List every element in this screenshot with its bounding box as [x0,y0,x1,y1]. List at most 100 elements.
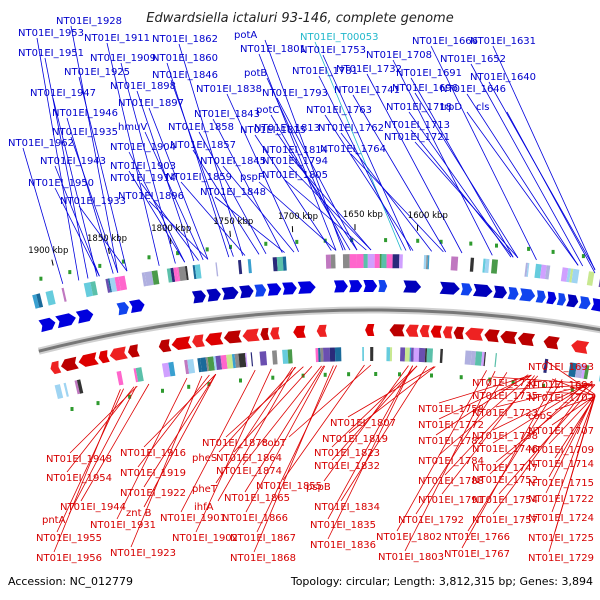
gene-label-bottom[interactable]: NT01EI_1738 [472,431,538,442]
gene-label-bottom[interactable]: NT01EI_1902 [172,533,238,544]
gene-label-top[interactable]: NT01EI_1914 [110,173,176,184]
gene-label-bottom[interactable]: NT01EI_1834 [314,502,380,513]
gene-label-top[interactable]: NT01EI_1764 [320,144,386,155]
gene-label-bottom[interactable]: NT01EI_1819 [322,434,388,445]
gene-label-bottom[interactable]: NT01EI_1747 [472,463,538,474]
gene-label-top[interactable]: NT01EI_1928 [56,16,122,27]
gene-label-top[interactable]: NT01EI_1696 [392,83,458,94]
gene-label-top[interactable]: NT01EI_1646 [440,84,506,95]
gene-label-bottom[interactable]: NT01EI_1865 [224,493,290,504]
gene-label-bottom[interactable]: cobS [528,411,552,422]
gene-label-bottom[interactable]: NT01EI_1802 [376,532,442,543]
gene-label-top[interactable]: NT01EI_1640 [470,72,536,83]
gene-label-top[interactable]: NT01EI_1909 [90,53,156,64]
gene-label-bottom[interactable]: NT01EI_1864 [216,453,282,464]
gene-label-top[interactable]: NT01EI_1943 [40,156,106,167]
gene-label-top[interactable]: NT01EI_1631 [470,36,536,47]
gene-label-top[interactable]: NT01EI_1947 [30,88,96,99]
gene-label-bottom[interactable]: NT01EI_1758 [418,404,484,415]
gene-label-bottom[interactable]: NT01EI_1832 [314,461,380,472]
gene-label-top[interactable]: NT01EI_1846 [152,70,218,81]
gene-label-bottom[interactable]: NT01EI_1723 [472,408,538,419]
gene-label-bottom[interactable]: pspB [306,482,331,493]
gene-label-bottom[interactable]: pheT [192,484,218,495]
gene-label-top[interactable]: NT01EI_1935 [52,127,118,138]
gene-label-bottom[interactable]: NT01EI_1855 [256,481,322,492]
gene-label-top[interactable]: NT01EI_1843 [194,109,260,120]
gene-label-top[interactable]: NT01EI_1951 [18,48,84,59]
gene-label-top[interactable]: NT01EI_1858 [168,122,234,133]
gene-label-bottom[interactable]: NT01EI_1731 [472,378,538,389]
gene-label-bottom[interactable]: NT01EI_1694 [528,380,594,391]
gene-label-top[interactable]: NT01EI_1962 [8,138,74,149]
gene-label-bottom[interactable]: NT01EI_1823 [314,448,380,459]
gene-label-top[interactable]: NT01EI_1813 [254,123,320,134]
gene-label-top[interactable]: NT01EI_1762 [318,123,384,134]
gene-label-bottom[interactable]: NT01EI_1709 [528,445,594,456]
gene-label-top[interactable]: NT01EI_1896 [118,191,184,202]
gene-label-bottom[interactable]: znt B [126,508,152,519]
gene-label-bottom[interactable]: NT01EI_1735 [472,391,538,402]
gene-label-bottom[interactable]: NT01EI_1922 [120,488,186,499]
gene-label-top[interactable]: NT01EI_1903 [110,161,176,172]
gene-label-top[interactable]: NT01EI_1713 [384,120,450,131]
gene-label-top[interactable]: NT01EI_1666 [412,36,478,47]
gene-label-top[interactable]: NT01EI_1946 [52,108,118,119]
gene-label-bottom[interactable]: NT01EI_1944 [60,502,126,513]
gene-label-bottom[interactable]: NT01EI_1948 [46,454,112,465]
gene-label-top[interactable]: NT01EI_1753 [300,45,366,56]
gene-label-top[interactable]: NT01EI_1732 [336,64,402,75]
gene-label-top[interactable]: NT01EI_1911 [84,33,150,44]
gene-label-top[interactable]: NT01EI_T00053 [300,32,379,43]
gene-label-top[interactable]: NT01EI_1815 [240,125,306,136]
gene-label-bottom[interactable]: NT01EI_1772 [418,420,484,431]
gene-label-top[interactable]: cls [476,102,490,113]
gene-label-top[interactable]: NT01EI_1805 [262,170,328,181]
gene-label-top[interactable]: NT01EI_1763 [306,105,372,116]
gene-label-bottom[interactable]: NT01EI_1923 [110,548,176,559]
gene-label-bottom[interactable]: NT01EI_1807 [330,418,396,429]
gene-label-top[interactable]: hmuV [118,122,147,133]
gene-label-top[interactable]: NT01EI_1708 [366,50,432,61]
gene-label-bottom[interactable]: NT01EI_1715 [528,478,594,489]
gene-label-bottom[interactable]: NT01EI_1757 [472,515,538,526]
gene-label-top[interactable]: NT01EI_1793 [262,88,328,99]
gene-label-top[interactable]: pspF [240,172,264,183]
gene-label-bottom[interactable]: pheS [192,453,217,464]
gene-label-bottom[interactable]: NT01EI_1956 [36,553,102,564]
gene-label-bottom[interactable]: NT01EI_1931 [90,520,156,531]
gene-label-bottom[interactable]: NT01EI_1803 [378,552,444,563]
gene-label-bottom[interactable]: NT01EI_1919 [120,468,186,479]
gene-label-top[interactable]: NT01EI_1857 [170,140,236,151]
gene-label-top[interactable]: NT01EI_1860 [152,53,218,64]
gene-label-top[interactable]: NT01EI_1897 [118,98,184,109]
gene-label-top[interactable]: NT01EI_1781 [292,66,358,77]
gene-label-top[interactable]: NT01EI_1691 [396,68,462,79]
gene-label-top[interactable]: NT01EI_1741 [334,85,400,96]
gene-label-top[interactable]: NT01EI_1848 [200,187,266,198]
gene-label-bottom[interactable]: NT01EI_1916 [120,448,186,459]
gene-label-bottom[interactable]: NT01EI_1791 [418,495,484,506]
gene-label-top[interactable]: NT01EI_1862 [152,34,218,45]
gene-label-bottom[interactable]: NT01EI_1722 [528,494,594,505]
gene-label-bottom[interactable]: NT01EI_1782 [418,436,484,447]
gene-label-bottom[interactable]: NT01EI_1867 [230,533,296,544]
gene-label-bottom[interactable]: NT01EI_1702 [528,393,594,404]
gene-label-bottom[interactable]: NT01EI_1724 [528,513,594,524]
gene-label-bottom[interactable]: NT01EI_1714 [528,459,594,470]
gene-label-top[interactable]: NT01EI_1859 [166,172,232,183]
gene-label-top[interactable]: NT01EI_1953 [18,28,84,39]
gene-label-bottom[interactable]: NT01EI_1878 [202,438,268,449]
gene-label-bottom[interactable]: ihfA [194,502,214,513]
gene-label-bottom[interactable]: NT01EI_1754 [472,495,538,506]
gene-label-top[interactable]: NT01EI_1898 [110,81,176,92]
gene-label-top[interactable]: NT01EI_1845 [200,156,266,167]
gene-label-bottom[interactable]: NT01EI_1874 [216,466,282,477]
gene-label-bottom[interactable]: NT01EI_1693 [528,362,594,373]
gene-label-top[interactable]: potC [256,105,279,116]
gene-label-top[interactable]: NT01EI_1718 [386,102,452,113]
gene-label-top[interactable]: trpD [440,102,462,113]
gene-label-top[interactable]: NT01EI_1814 [262,145,328,156]
gene-label-bottom[interactable]: NT01EI_1954 [46,473,112,484]
gene-label-top[interactable]: NT01EI_1794 [262,156,328,167]
